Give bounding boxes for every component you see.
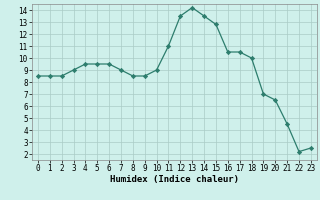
X-axis label: Humidex (Indice chaleur): Humidex (Indice chaleur) xyxy=(110,175,239,184)
